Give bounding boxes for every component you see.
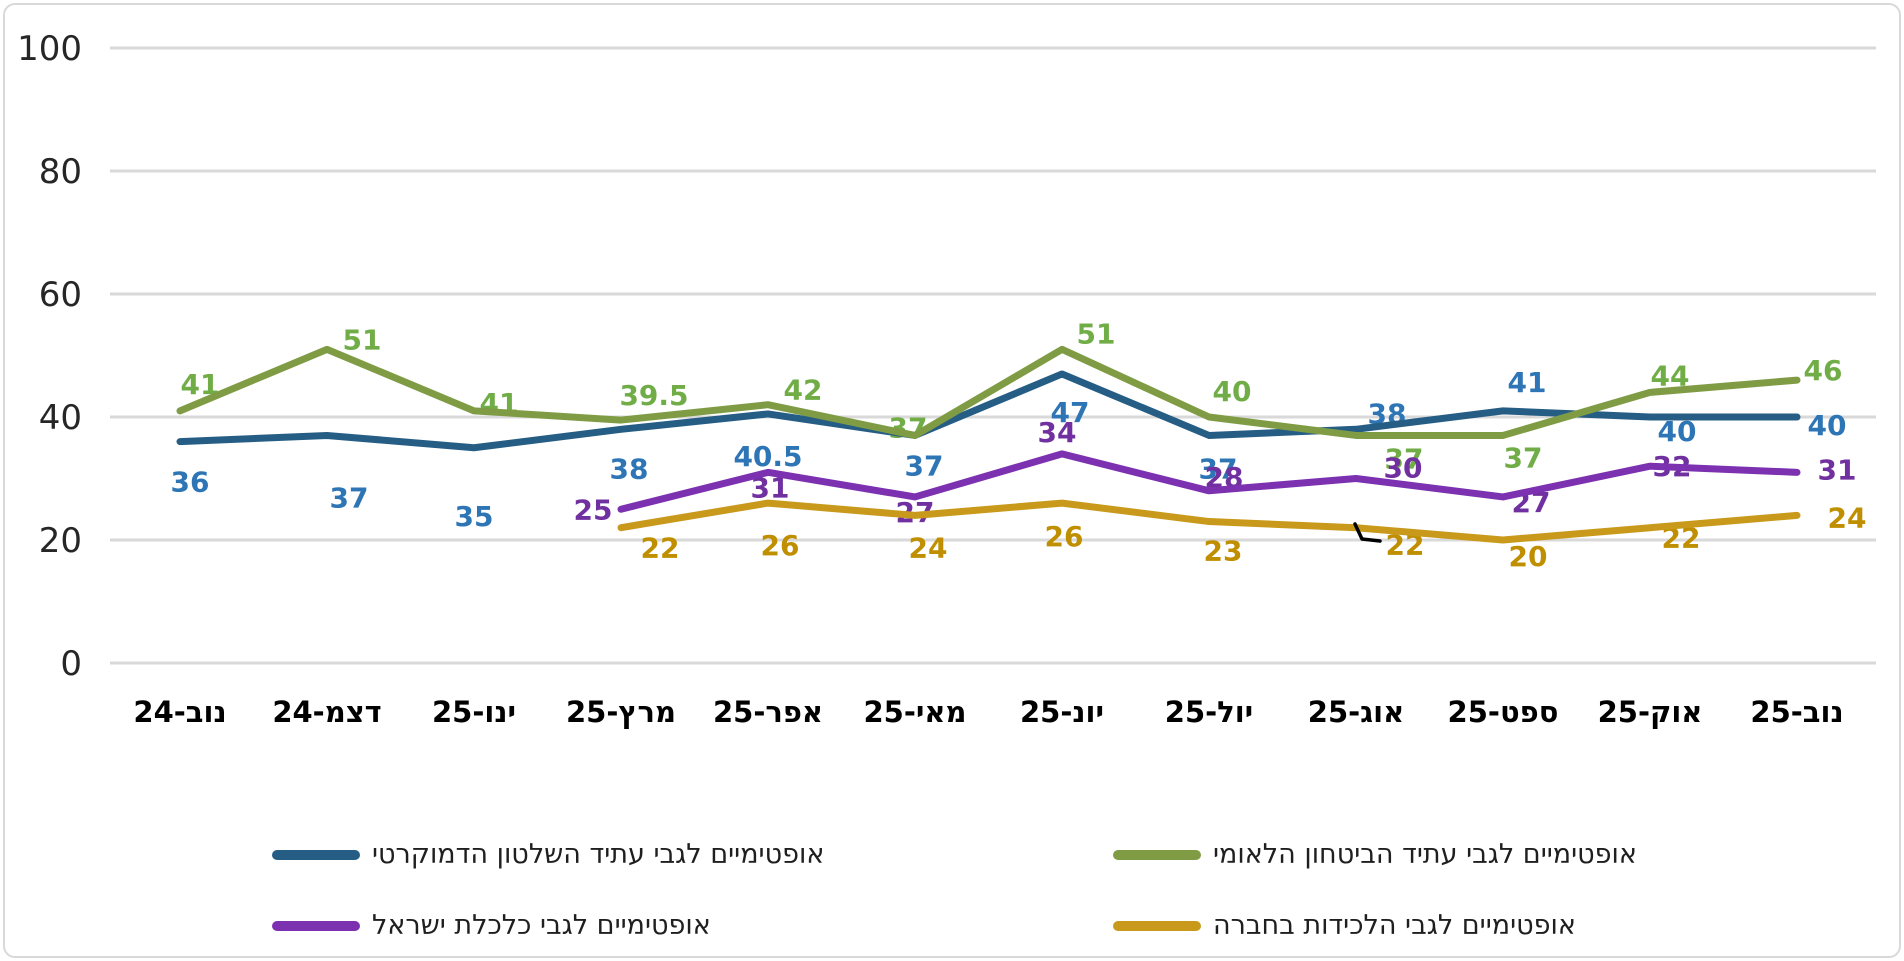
data-label-democratic-rule: 36 bbox=[171, 466, 210, 499]
x-axis-label: אוק-25 bbox=[1598, 695, 1703, 729]
data-label-national-security: 46 bbox=[1804, 354, 1843, 387]
data-label-israel-economy: 30 bbox=[1384, 452, 1423, 485]
data-label-israel-economy: 34 bbox=[1038, 416, 1077, 449]
data-label-democratic-rule: 35 bbox=[455, 500, 494, 533]
y-tick-label: 100 bbox=[17, 29, 82, 69]
leader-mark bbox=[1353, 522, 1382, 543]
x-axis-label: אוג-25 bbox=[1308, 695, 1404, 729]
data-label-social-cohesion: 26 bbox=[761, 529, 800, 562]
data-label-national-security: 42 bbox=[784, 374, 823, 407]
y-tick-label: 20 bbox=[39, 521, 82, 561]
y-tick-label: 0 bbox=[60, 644, 82, 684]
x-axis-label: דצמ-24 bbox=[272, 695, 381, 729]
data-label-democratic-rule: 40 bbox=[1808, 409, 1847, 442]
x-axis-label: יונ-25 bbox=[1020, 695, 1104, 729]
data-label-israel-economy: 31 bbox=[1818, 453, 1857, 486]
data-label-national-security: 39.5 bbox=[619, 379, 688, 412]
data-label-social-cohesion: 24 bbox=[909, 531, 948, 564]
x-axis-label: מאי-25 bbox=[863, 695, 966, 729]
data-label-israel-economy: 25 bbox=[574, 493, 613, 526]
data-label-social-cohesion: 26 bbox=[1045, 520, 1084, 553]
series-line-democratic-rule bbox=[176, 370, 1801, 452]
data-label-social-cohesion: 24 bbox=[1828, 501, 1867, 534]
data-label-national-security: 37 bbox=[1504, 441, 1543, 474]
x-axis-label: ינו-25 bbox=[432, 695, 516, 729]
x-axis-label: נוב-24 bbox=[133, 695, 226, 729]
y-tick-label: 60 bbox=[39, 275, 82, 315]
series-line-social-cohesion bbox=[617, 499, 1801, 544]
data-label-national-security: 37 bbox=[1385, 442, 1424, 475]
x-axis-label: מרץ-25 bbox=[566, 695, 676, 729]
data-label-democratic-rule: 38 bbox=[610, 452, 649, 485]
series-line-israel-economy bbox=[617, 450, 1801, 513]
x-axis-label: נוב-25 bbox=[1750, 695, 1843, 729]
data-label-national-security: 51 bbox=[1077, 317, 1116, 350]
data-label-democratic-rule: 37 bbox=[905, 449, 944, 482]
data-label-social-cohesion: 20 bbox=[1509, 540, 1548, 573]
data-label-democratic-rule: 40.5 bbox=[733, 440, 802, 473]
data-label-national-security: 51 bbox=[343, 323, 382, 356]
data-label-social-cohesion: 23 bbox=[1204, 535, 1243, 568]
x-axis-label: יול-25 bbox=[1165, 695, 1253, 729]
data-label-democratic-rule: 37 bbox=[330, 481, 369, 514]
data-label-national-security: 40 bbox=[1213, 375, 1252, 408]
data-label-democratic-rule: 37 bbox=[1199, 452, 1238, 485]
y-tick-label: 40 bbox=[39, 398, 82, 438]
x-axis-label: אפר-25 bbox=[713, 695, 823, 729]
data-label-social-cohesion: 22 bbox=[641, 532, 680, 565]
data-label-democratic-rule: 47 bbox=[1051, 396, 1090, 429]
data-label-democratic-rule: 41 bbox=[1508, 366, 1547, 399]
series-line-national-security bbox=[176, 345, 1801, 439]
x-axis-label: ספט-25 bbox=[1448, 695, 1559, 729]
y-tick-label: 80 bbox=[39, 152, 82, 192]
